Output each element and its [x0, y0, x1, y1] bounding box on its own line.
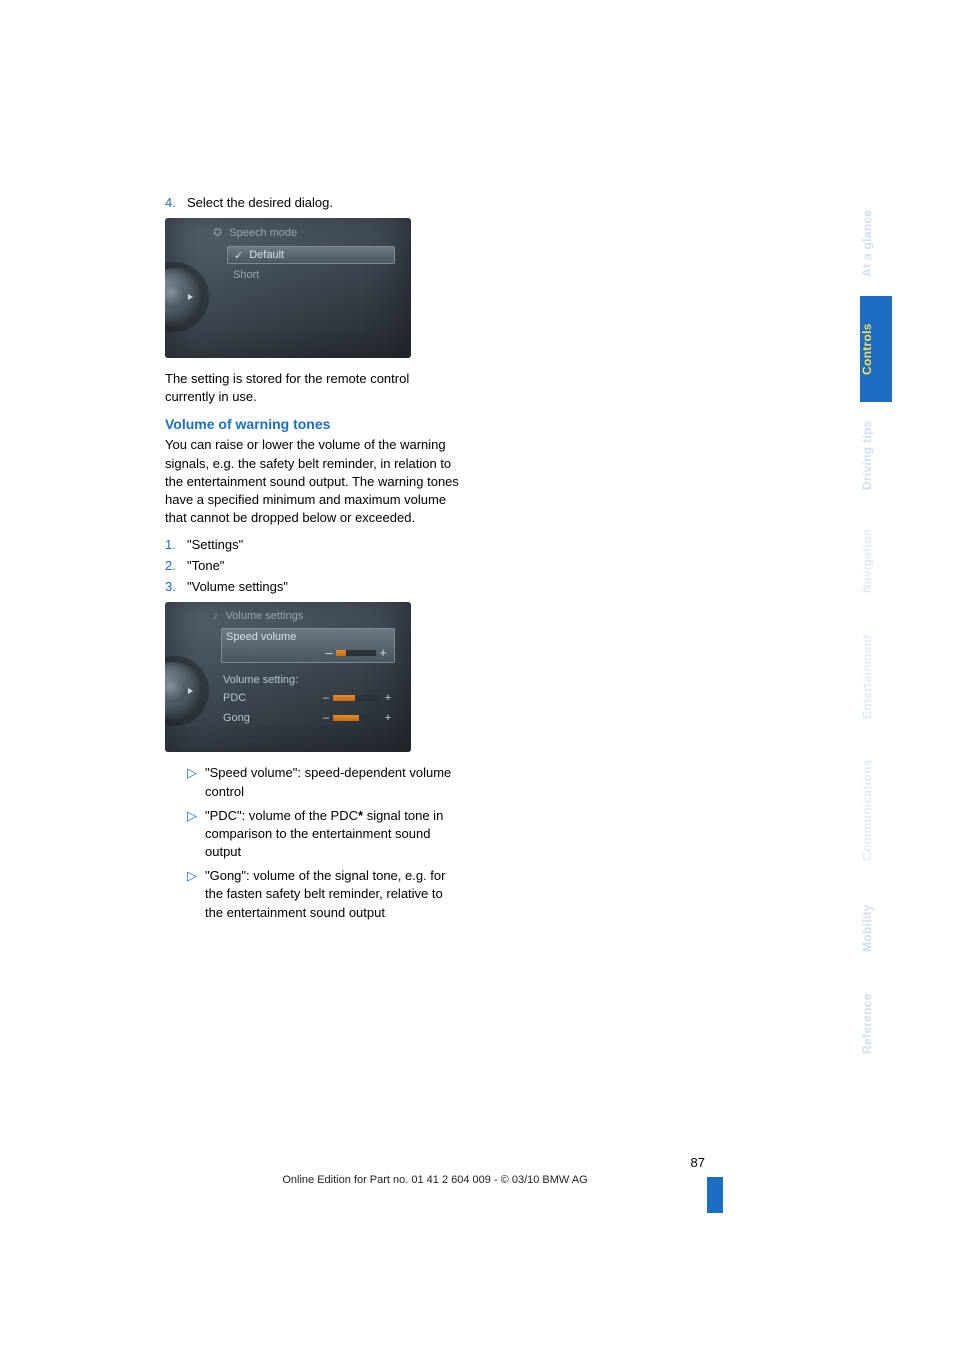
step-number: 2. — [165, 558, 187, 573]
arrow-right-icon — [188, 294, 193, 300]
tab-at-a-glance[interactable]: At a glance — [860, 190, 892, 296]
step-1: 1. "Settings" — [165, 537, 460, 552]
step-text: "Tone" — [187, 558, 460, 573]
tab-mobility[interactable]: Mobility — [860, 880, 892, 976]
option-short-label: Short — [233, 269, 259, 281]
step-text: "Settings" — [187, 537, 460, 552]
page-number: 87 — [165, 1155, 705, 1170]
speed-volume-fill — [336, 650, 346, 656]
bullet-text: "Speed volume": speed-dependent volume c… — [205, 764, 460, 800]
plus-icon: + — [381, 692, 395, 704]
pdc-label: PDC — [223, 692, 319, 704]
paragraph-volume-intro: You can raise or lower the volume of the… — [165, 436, 460, 527]
step-number: 3. — [165, 579, 187, 594]
plus-icon: + — [376, 645, 390, 660]
option-short: Short — [227, 266, 395, 284]
globe-icon: ✪ — [213, 227, 222, 239]
pdc-fill — [333, 695, 355, 701]
speed-volume-row: Speed volume – + — [221, 628, 395, 663]
bullet-pdc: ▷ "PDC": volume of the PDC* signal tone … — [187, 807, 460, 862]
option-default: ✓ Default — [227, 246, 395, 264]
step-text: "Volume settings" — [187, 579, 460, 594]
bullet-text: "PDC": volume of the PDC* signal tone in… — [205, 807, 460, 862]
step-number: 4. — [165, 195, 187, 210]
paragraph-stored: The setting is stored for the remote con… — [165, 370, 460, 406]
bullet-pdc-pre: "PDC": volume of the PDC — [205, 808, 358, 823]
arrow-right-icon — [188, 688, 193, 694]
gong-row: Gong – + — [223, 712, 395, 724]
triangle-icon: ▷ — [187, 764, 205, 800]
step-2: 2. "Tone" — [165, 558, 460, 573]
gong-fill — [333, 715, 359, 721]
minus-icon: – — [319, 712, 333, 724]
minus-icon: – — [319, 692, 333, 704]
main-column: 4. Select the desired dialog. ✪ Speech m… — [165, 195, 460, 922]
bullet-gong: ▷ "Gong": volume of the signal tone, e.g… — [187, 867, 460, 922]
bullet-list: ▷ "Speed volume": speed-dependent volume… — [187, 764, 460, 922]
tab-controls[interactable]: Controls — [860, 296, 892, 402]
screenshot-volume-settings: ♪ Volume settings Speed volume – + Volum… — [165, 602, 411, 752]
tab-reference[interactable]: Reference — [860, 976, 892, 1072]
screenshot-title-text: Volume settings — [226, 610, 304, 622]
step-4: 4. Select the desired dialog. — [165, 195, 460, 210]
step-text: Select the desired dialog. — [187, 195, 460, 210]
side-tab-navigation: At a glance Controls Driving tips Naviga… — [860, 190, 892, 1072]
screenshot-title: ♪ Volume settings — [213, 610, 303, 622]
page-footer: 87 Online Edition for Part no. 01 41 2 6… — [165, 1155, 705, 1186]
bullet-text: "Gong": volume of the signal tone, e.g. … — [205, 867, 460, 922]
minus-icon: – — [322, 645, 336, 660]
tab-communications[interactable]: Communications — [860, 740, 892, 880]
gong-slider — [333, 715, 381, 721]
footer-blue-tab — [707, 1177, 723, 1213]
bullet-speed-volume: ▷ "Speed volume": speed-dependent volume… — [187, 764, 460, 800]
screenshot-speech-mode: ✪ Speech mode ✓ Default Short — [165, 218, 411, 358]
triangle-icon: ▷ — [187, 807, 205, 862]
triangle-icon: ▷ — [187, 867, 205, 922]
heading-volume-warning: Volume of warning tones — [165, 416, 460, 432]
note-icon: ♪ — [213, 610, 219, 622]
plus-icon: + — [381, 712, 395, 724]
idrive-knob-icon — [165, 268, 203, 326]
screenshot-title: ✪ Speech mode — [213, 226, 297, 239]
tab-entertainment[interactable]: Entertainment — [860, 614, 892, 740]
copyright-line: Online Edition for Part no. 01 41 2 604 … — [165, 1174, 705, 1186]
checkmark-icon: ✓ — [234, 249, 243, 262]
step-3: 3. "Volume settings" — [165, 579, 460, 594]
screenshot-title-text: Speech mode — [229, 227, 297, 239]
pdc-slider — [333, 695, 381, 701]
tab-navigation[interactable]: Navigation — [860, 508, 892, 614]
idrive-knob-icon — [165, 662, 203, 720]
pdc-row: PDC – + — [223, 692, 395, 704]
speed-volume-label: Speed volume — [226, 631, 390, 643]
volume-setting-heading: Volume setting: — [223, 674, 298, 686]
content-column: 4. Select the desired dialog. ✪ Speech m… — [165, 195, 705, 928]
step-number: 1. — [165, 537, 187, 552]
tab-driving-tips[interactable]: Driving tips — [860, 402, 892, 508]
speed-volume-slider — [336, 650, 376, 656]
gong-label: Gong — [223, 712, 319, 724]
option-default-label: Default — [249, 249, 284, 261]
